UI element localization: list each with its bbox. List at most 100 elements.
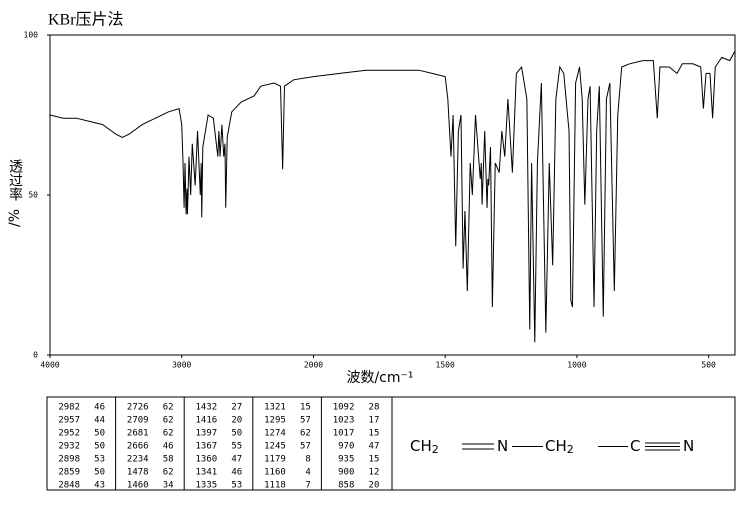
atom-symbol: C <box>630 437 640 455</box>
atom-symbol: CH <box>545 437 567 455</box>
table-transmittance: 7 <box>305 481 310 491</box>
table-wavenumber: 1245 <box>264 442 286 452</box>
table-transmittance: 4 <box>305 468 310 478</box>
table-transmittance: 15 <box>369 455 380 465</box>
table-wavenumber: 2957 <box>58 416 80 426</box>
table-wavenumber: 2848 <box>58 481 80 491</box>
table-transmittance: 34 <box>163 481 174 491</box>
table-wavenumber: 2681 <box>127 429 149 439</box>
table-wavenumber: 1274 <box>264 429 286 439</box>
atom-subscript: 2 <box>567 443 574 456</box>
table-transmittance: 44 <box>94 416 105 426</box>
table-wavenumber: 858 <box>338 481 354 491</box>
table-transmittance: 17 <box>369 416 380 426</box>
table-wavenumber: 1416 <box>196 416 218 426</box>
table-wavenumber: 1295 <box>264 416 286 426</box>
bonds <box>462 442 680 451</box>
table-transmittance: 43 <box>94 481 105 491</box>
y-axis-label: 透过率 <box>7 159 23 201</box>
table-transmittance: 15 <box>300 403 311 413</box>
atom-symbol: N <box>683 437 694 455</box>
table-wavenumber: 1367 <box>196 442 218 452</box>
table-transmittance: 46 <box>163 442 174 452</box>
table-transmittance: 50 <box>231 429 242 439</box>
x-axis-label: 波数/cm⁻¹ <box>346 370 413 386</box>
atom-subscript: 2 <box>432 443 439 456</box>
table-transmittance: 50 <box>94 468 105 478</box>
table-transmittance: 57 <box>300 442 311 452</box>
table-wavenumber: 1478 <box>127 468 149 478</box>
x-tick-label: 1000 <box>567 361 586 370</box>
table-transmittance: 50 <box>94 429 105 439</box>
table-transmittance: 53 <box>231 481 242 491</box>
table-transmittance: 46 <box>231 468 242 478</box>
table-transmittance: 15 <box>369 429 380 439</box>
table-wavenumber: 2709 <box>127 416 149 426</box>
table-transmittance: 62 <box>163 468 174 478</box>
table-transmittance: 53 <box>94 455 105 465</box>
table-transmittance: 28 <box>369 403 380 413</box>
x-tick-label: 3000 <box>172 361 191 370</box>
table-transmittance: 62 <box>163 416 174 426</box>
atom: N <box>497 437 508 455</box>
table-wavenumber: 2234 <box>127 455 149 465</box>
table-transmittance: 55 <box>231 442 242 452</box>
table-transmittance: 58 <box>163 455 174 465</box>
table-wavenumber: 1179 <box>264 455 286 465</box>
y-tick-label: 100 <box>24 31 39 40</box>
table-wavenumber: 1017 <box>333 429 355 439</box>
table-wavenumber: 1360 <box>196 455 218 465</box>
table-transmittance: 20 <box>231 416 242 426</box>
atom: N <box>683 437 694 455</box>
table-wavenumber: 1160 <box>264 468 286 478</box>
spectrum-line <box>49 50 736 343</box>
table-transmittance: 20 <box>369 481 380 491</box>
table-transmittance: 8 <box>305 455 310 465</box>
table-wavenumber: 1460 <box>127 481 149 491</box>
atom-symbol: CH <box>410 437 432 455</box>
table-transmittance: 62 <box>163 403 174 413</box>
atom: C <box>630 437 640 455</box>
table-transmittance: 46 <box>94 403 105 413</box>
table-transmittance: 62 <box>300 429 311 439</box>
table-transmittance: 50 <box>94 442 105 452</box>
plot-frame <box>49 34 736 356</box>
chart-title: KBr压片法 <box>48 11 124 29</box>
atom: CH2 <box>410 437 439 457</box>
table-wavenumber: 935 <box>338 455 354 465</box>
table-transmittance: 47 <box>369 442 380 452</box>
table-wavenumber: 2666 <box>127 442 149 452</box>
y-tick-label: 0 <box>33 351 38 360</box>
table-frame <box>46 396 736 491</box>
table-wavenumber: 1397 <box>196 429 218 439</box>
table-transmittance: 57 <box>300 416 311 426</box>
y-axis-unit: /% <box>7 209 23 227</box>
table-wavenumber: 2932 <box>58 442 80 452</box>
x-tick-label: 1500 <box>436 361 455 370</box>
table-wavenumber: 2859 <box>58 468 80 478</box>
table-wavenumber: 2898 <box>58 455 80 465</box>
table-wavenumber: 2726 <box>127 403 149 413</box>
table-wavenumber: 2982 <box>58 403 80 413</box>
x-tick-label: 500 <box>701 361 716 370</box>
table-transmittance: 12 <box>369 468 380 478</box>
table-wavenumber: 970 <box>338 442 354 452</box>
table-transmittance: 27 <box>231 403 242 413</box>
table-wavenumber: 1341 <box>196 468 218 478</box>
table-wavenumber: 1321 <box>264 403 286 413</box>
table-wavenumber: 2952 <box>58 429 80 439</box>
table-wavenumber: 1118 <box>264 481 286 491</box>
table-wavenumber: 1335 <box>196 481 218 491</box>
table-wavenumber: 1023 <box>333 416 355 426</box>
table-transmittance: 47 <box>231 455 242 465</box>
table-transmittance: 62 <box>163 429 174 439</box>
atom-symbol: N <box>497 437 508 455</box>
table-wavenumber: 1432 <box>196 403 218 413</box>
x-tick-label: 2000 <box>304 361 323 370</box>
table-wavenumber: 1092 <box>333 403 355 413</box>
atom: CH2 <box>545 437 574 457</box>
x-tick-label: 4000 <box>40 361 59 370</box>
y-tick-label: 50 <box>28 191 38 200</box>
